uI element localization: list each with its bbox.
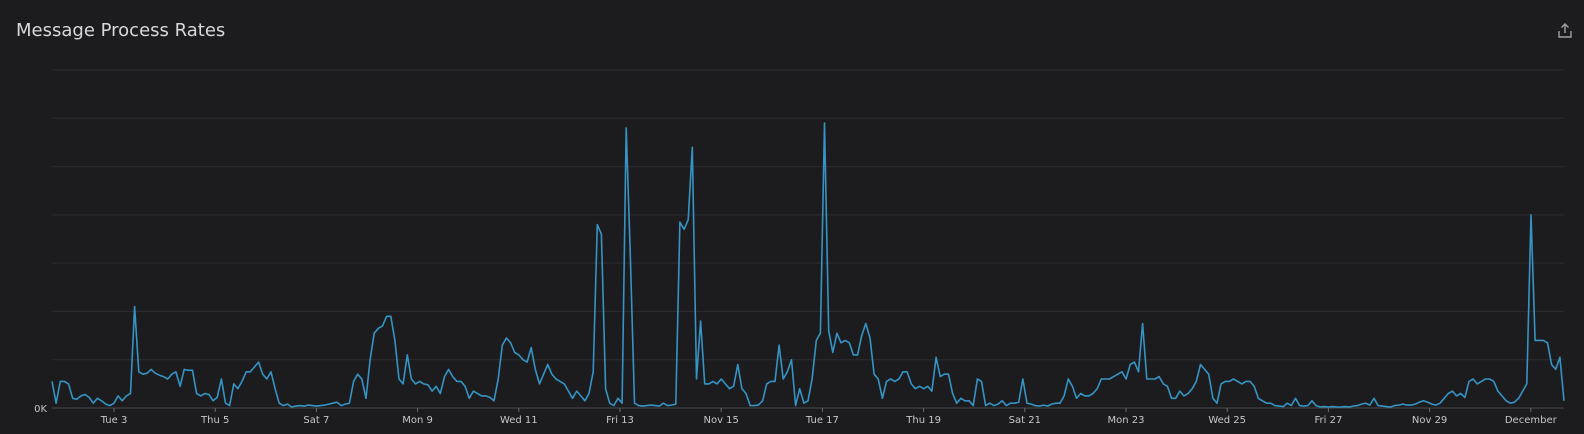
x-tick-label: Thu 19 xyxy=(905,415,941,426)
share-icon[interactable] xyxy=(1556,22,1574,40)
x-tick-label: Fri 27 xyxy=(1314,415,1342,426)
x-tick-label: Tue 17 xyxy=(805,415,839,426)
x-tick-label: Sat 7 xyxy=(303,415,329,426)
x-tick-label: Thu 5 xyxy=(200,415,229,426)
series-line xyxy=(51,122,1565,408)
y-tick-label: 0K xyxy=(34,404,47,415)
x-tick-label: Nov 29 xyxy=(1412,415,1447,426)
x-tick-label: Wed 25 xyxy=(1208,415,1246,426)
x-tick-label: December xyxy=(1505,415,1558,426)
x-tick-label: Nov 15 xyxy=(703,415,738,426)
x-tick-label: Wed 11 xyxy=(500,415,538,426)
panel-title: Message Process Rates xyxy=(16,20,226,41)
x-tick-label: Tue 3 xyxy=(100,415,128,426)
x-tick-label: Fri 13 xyxy=(606,415,634,426)
share-icon-glyph xyxy=(1558,23,1572,38)
x-tick-label: Mon 9 xyxy=(402,415,433,426)
x-tick-label: Mon 23 xyxy=(1108,415,1145,426)
x-tick-label: Sat 21 xyxy=(1009,415,1041,426)
